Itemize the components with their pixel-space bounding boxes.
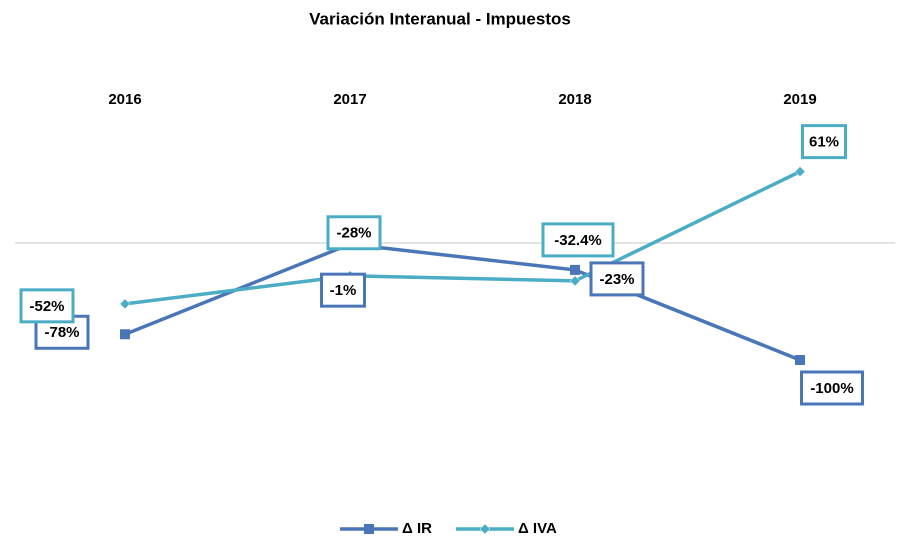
marker xyxy=(795,355,805,365)
legend-label: Δ IR xyxy=(402,520,432,537)
data-label-box xyxy=(320,272,366,308)
data-label-box xyxy=(326,215,382,251)
x-tick-label: 2019 xyxy=(783,91,816,108)
data-label-box xyxy=(541,222,615,258)
series-line xyxy=(124,170,801,306)
series-line xyxy=(124,242,801,362)
x-tick-label: 2016 xyxy=(108,91,141,108)
marker xyxy=(570,264,580,275)
chart-title: Variación Interanual - Impuestos xyxy=(309,9,571,28)
x-tick-label: 2017 xyxy=(333,91,366,108)
data-label: -52% xyxy=(29,298,64,315)
data-label: -100% xyxy=(810,380,853,397)
data-label-box xyxy=(800,370,864,406)
data-label-box xyxy=(589,261,645,297)
data-label-box xyxy=(19,288,75,324)
marker xyxy=(479,523,491,535)
data-label: -23% xyxy=(599,271,634,288)
data-label: -28% xyxy=(336,225,371,242)
data-label: -78% xyxy=(44,324,79,341)
marker xyxy=(569,275,581,287)
marker xyxy=(794,166,806,177)
legend-label: Δ IVA xyxy=(518,520,557,537)
data-label-box xyxy=(801,124,847,160)
marker xyxy=(119,298,131,310)
data-label: -32.4% xyxy=(554,232,602,249)
data-label: 61% xyxy=(809,134,839,151)
marker xyxy=(120,329,130,340)
x-tick-label: 2018 xyxy=(558,91,591,108)
marker xyxy=(364,524,374,534)
data-label: -1% xyxy=(330,282,357,299)
